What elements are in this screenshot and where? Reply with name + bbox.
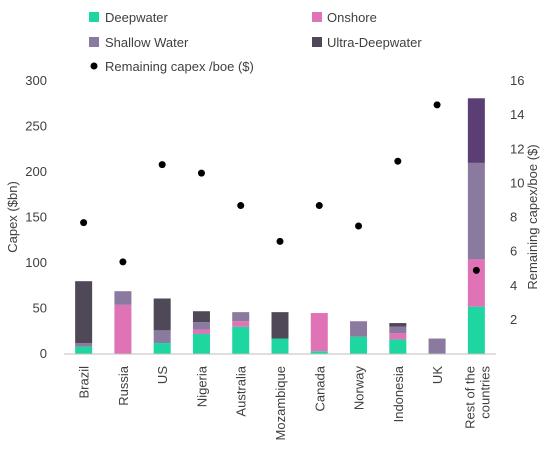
legend-label-ultra-deepwater: Ultra-Deepwater	[327, 35, 422, 50]
bar-ultra-deepwater-mozambique	[271, 312, 289, 339]
bar-onshore-nigeria	[192, 329, 210, 334]
bar-deepwater-rest-of-the-countries	[467, 306, 485, 354]
marker-remaining-capex-norway	[355, 222, 363, 230]
bar-ultra-deepwater-nigeria	[192, 311, 210, 323]
x-axis: Brazil Russia US Nigeria Australia Mozambique…	[77, 365, 493, 440]
legend-label-remaining-capex: Remaining capex /boe ($)	[105, 59, 254, 74]
legend-marker-remaining-capex	[90, 62, 98, 70]
bar-deepwater-australia	[232, 326, 250, 354]
bar-onshore-rest-of-the-countries	[467, 259, 485, 307]
bar-shallow-water-brazil	[75, 343, 93, 347]
legend-swatch-ultra-deepwater	[312, 37, 322, 47]
bar-shallow-water-rest-of-the-countries	[467, 162, 485, 260]
y-tick-left: 50	[33, 301, 47, 316]
bar-shallow-water-russia	[114, 291, 132, 305]
y-tick-right: 10	[510, 175, 524, 190]
x-tick-russia: Russia	[116, 365, 131, 406]
marker-remaining-capex-indonesia	[394, 157, 402, 165]
marker-remaining-capex-australia	[237, 202, 245, 210]
x-tick-mozambique: Mozambique	[273, 366, 288, 440]
bar-shallow-water-uk	[428, 338, 446, 354]
y-tick-right: 8	[510, 210, 517, 225]
bar-deepwater-mozambique	[271, 338, 289, 354]
y-axis-left: 0 50 100 150 200 250 300	[25, 73, 47, 361]
y-tick-left: 200	[25, 164, 47, 179]
y-axis-right: 2 4 6 8 10 12 14 16	[510, 73, 524, 327]
bar-deepwater-canada	[310, 351, 328, 354]
y-tick-right: 14	[510, 107, 524, 122]
y-axis-title-right: Remaining capex/boe ($)	[525, 144, 540, 289]
marker-remaining-capex-mozambique	[276, 237, 284, 245]
bar-shallow-water-nigeria	[192, 322, 210, 330]
bar-onshore-russia	[114, 304, 132, 354]
bar-deepwater-norway	[350, 336, 368, 354]
x-tick-canada: Canada	[312, 365, 327, 411]
y-tick-left: 150	[25, 210, 47, 225]
legend-swatch-deepwater	[89, 12, 99, 22]
legend-swatch-shallow-water	[89, 37, 99, 47]
bar-shallow-water-norway	[350, 321, 368, 337]
bar-onshore-canada	[310, 313, 328, 352]
bar-ultra-deepwater-rest-of-the-countries	[467, 98, 485, 163]
legend: Deepwater Onshore Shallow Water Ultra-De…	[89, 10, 422, 74]
marker-remaining-capex-nigeria	[197, 169, 205, 177]
y-tick-right: 6	[510, 244, 517, 259]
x-tick-rest-of-the-countries: Rest of thecountries	[462, 366, 492, 429]
legend-label-onshore: Onshore	[327, 10, 377, 25]
scatter-markers	[80, 101, 480, 274]
marker-remaining-capex-brazil	[80, 219, 88, 227]
x-tick-indonesia: Indonesia	[391, 365, 406, 422]
x-tick-us: US	[155, 366, 170, 384]
bar-onshore-indonesia	[389, 333, 407, 340]
x-tick-norway: Norway	[352, 366, 367, 411]
legend-label-shallow-water: Shallow Water	[105, 35, 189, 50]
marker-remaining-capex-russia	[119, 258, 127, 266]
x-tick-brazil: Brazil	[77, 366, 92, 399]
y-tick-right: 2	[510, 312, 517, 327]
legend-label-deepwater: Deepwater	[105, 10, 169, 25]
bar-shallow-water-australia	[232, 312, 250, 322]
bar-ultra-deepwater-us	[153, 298, 171, 331]
bar-shallow-water-indonesia	[389, 326, 407, 334]
bar-deepwater-us	[153, 343, 171, 354]
legend-swatch-onshore	[312, 12, 322, 22]
marker-remaining-capex-us	[158, 161, 166, 169]
y-tick-right: 4	[510, 278, 517, 293]
bar-ultra-deepwater-indonesia	[389, 323, 407, 327]
x-tick-uk: UK	[430, 366, 445, 384]
bar-deepwater-brazil	[75, 346, 93, 354]
marker-remaining-capex-rest-of-the-countries	[472, 266, 480, 274]
marker-remaining-capex-uk	[433, 101, 441, 109]
bar-ultra-deepwater-brazil	[75, 281, 93, 344]
y-tick-right: 12	[510, 141, 524, 156]
y-tick-left: 250	[25, 119, 47, 134]
x-tick-australia: Australia	[234, 365, 249, 416]
y-tick-left: 100	[25, 255, 47, 270]
bar-shallow-water-us	[153, 330, 171, 344]
y-tick-right: 16	[510, 73, 524, 88]
y-tick-left: 300	[25, 73, 47, 88]
x-tick-nigeria: Nigeria	[194, 365, 209, 407]
bar-deepwater-indonesia	[389, 339, 407, 354]
marker-remaining-capex-canada	[315, 202, 323, 210]
bar-deepwater-nigeria	[192, 333, 210, 354]
bar-onshore-australia	[232, 321, 250, 327]
y-tick-left: 0	[40, 346, 47, 361]
bars	[75, 98, 485, 354]
y-axis-title-left: Capex ($bn)	[5, 181, 20, 253]
